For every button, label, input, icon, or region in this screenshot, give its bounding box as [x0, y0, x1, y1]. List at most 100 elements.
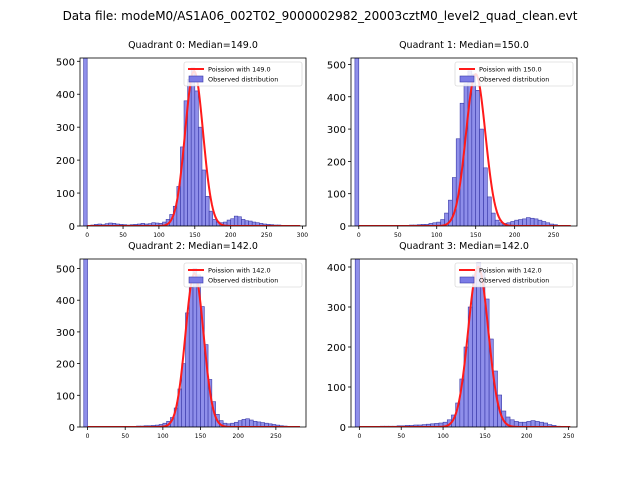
legend: Poission with 142.0 Observed distribution [184, 263, 302, 287]
legend-label-observed: Observed distribution [479, 277, 549, 285]
legend: Poission with 142.0 Observed distribution [455, 263, 573, 287]
chart-title: Quadrant 2: Median=142.0 [128, 241, 258, 252]
x-tick-label: 150 [470, 232, 482, 239]
y-tick-label: 500 [56, 57, 75, 68]
histogram-bar [84, 58, 88, 226]
histogram-bar [355, 58, 359, 226]
chart-title: Quadrant 3: Median=142.0 [399, 241, 529, 252]
histogram-bar [193, 269, 197, 427]
y-tick-label: 100 [56, 189, 75, 200]
y-tick-label: 400 [327, 263, 346, 274]
x-tick-label: 200 [521, 433, 533, 440]
x-tick-label: 150 [479, 433, 491, 440]
y-tick-label: 300 [56, 123, 75, 134]
histogram-bar [526, 218, 530, 226]
x-tick-label: 0 [357, 232, 361, 239]
histogram-bar [483, 168, 487, 226]
y-tick-label: 200 [327, 157, 346, 168]
histogram-bar [487, 197, 491, 226]
histogram-bar [530, 218, 534, 226]
legend-label-poisson: Poission with 142.0 [479, 267, 542, 275]
histogram-bar [476, 90, 480, 226]
x-tick-label: 50 [394, 232, 402, 239]
histogram-bar [198, 127, 202, 226]
x-tick-label: 200 [509, 232, 521, 239]
chart-quadrant-3: Quadrant 3: Median=142.0 0 50 100 150 200 250 0… [327, 241, 577, 440]
x-tick-label: 250 [548, 232, 560, 239]
histogram-bar [213, 219, 217, 226]
chart-title: Quadrant 0: Median=149.0 [128, 40, 258, 51]
legend-label-observed: Observed distribution [208, 277, 278, 285]
x-tick-label: 150 [189, 232, 201, 239]
legend-bar-swatch [460, 76, 474, 82]
legend-label-poisson: Poission with 142.0 [208, 267, 271, 275]
legend-bar-swatch [460, 277, 474, 283]
chart-quadrant-2: Quadrant 2: Median=142.0 0 50 100 150 200 250 0… [56, 241, 306, 440]
histogram-bar [472, 275, 476, 427]
histogram-bar [191, 68, 195, 226]
x-tick-label: 150 [195, 433, 207, 440]
histogram-bar [231, 219, 235, 226]
histogram-bar [534, 219, 538, 226]
legend-bar-swatch [189, 277, 203, 283]
histogram-bar [234, 216, 238, 226]
y-tick-label: 200 [56, 156, 75, 167]
y-tick-label: 100 [327, 383, 346, 394]
x-tick-label: 250 [270, 433, 282, 440]
histogram-bar [246, 419, 250, 427]
legend-label-poisson: Poission with 150.0 [479, 66, 542, 74]
y-tick-label: 300 [327, 303, 346, 314]
histogram-bar [202, 170, 206, 226]
x-tick-label: 0 [357, 433, 361, 440]
y-tick-label: 300 [327, 125, 346, 136]
y-tick-label: 200 [327, 343, 346, 354]
histogram-bar [238, 217, 242, 226]
x-tick-label: 200 [232, 433, 244, 440]
charts-container: Quadrant 0: Median=149.0 0 50 100 150 200 250 3… [56, 40, 577, 440]
y-tick-label: 0 [69, 222, 75, 233]
x-tick-label: 100 [157, 433, 169, 440]
x-tick-label: 0 [86, 433, 90, 440]
y-tick-label: 300 [56, 328, 75, 339]
histogram-bar [242, 419, 246, 427]
histogram-bar [355, 259, 359, 427]
x-tick-label: 50 [121, 433, 129, 440]
x-tick-label: 250 [261, 232, 273, 239]
x-tick-label: 0 [85, 232, 89, 239]
chart-title: Quadrant 1: Median=150.0 [399, 40, 529, 51]
x-tick-label: 200 [225, 232, 237, 239]
y-tick-label: 0 [340, 222, 346, 233]
histogram-bar [250, 420, 254, 427]
x-tick-label: 50 [397, 433, 405, 440]
chart-quadrant-1: Quadrant 1: Median=150.0 0 50 100 150 200 250 0… [327, 40, 577, 239]
y-tick-label: 400 [56, 296, 75, 307]
legend-bar-swatch [189, 76, 203, 82]
y-tick-label: 500 [327, 60, 346, 71]
y-tick-label: 0 [340, 423, 346, 434]
histogram-bar [452, 178, 456, 226]
x-tick-label: 100 [437, 433, 449, 440]
legend: Poission with 150.0 Observed distribution [455, 62, 573, 86]
x-tick-label: 100 [431, 232, 443, 239]
chart-quadrant-0: Quadrant 0: Median=149.0 0 50 100 150 200 250 3… [56, 40, 308, 239]
y-tick-label: 100 [327, 190, 346, 201]
x-tick-label: 100 [153, 232, 165, 239]
y-tick-label: 100 [56, 391, 75, 402]
legend-label-observed: Observed distribution [479, 76, 549, 84]
histogram-bar [195, 91, 199, 226]
x-tick-label: 250 [563, 433, 575, 440]
histogram-bar [84, 259, 88, 427]
x-tick-label: 50 [119, 232, 127, 239]
histogram-bar [206, 196, 210, 226]
y-tick-label: 0 [69, 423, 75, 434]
histogram-bar [522, 219, 526, 226]
y-tick-label: 200 [56, 360, 75, 371]
histogram-bar [491, 213, 495, 226]
histogram-bar [472, 74, 476, 226]
histogram-bar [209, 211, 213, 226]
legend-label-poisson: Poission with 149.0 [208, 66, 271, 74]
histogram-bar [477, 263, 481, 427]
legend: Poission with 149.0 Observed distribution [184, 62, 302, 86]
legend-label-observed: Observed distribution [208, 76, 278, 84]
figure-title: Data file: modeM0/AS1A06_002T02_90000029… [63, 9, 578, 23]
